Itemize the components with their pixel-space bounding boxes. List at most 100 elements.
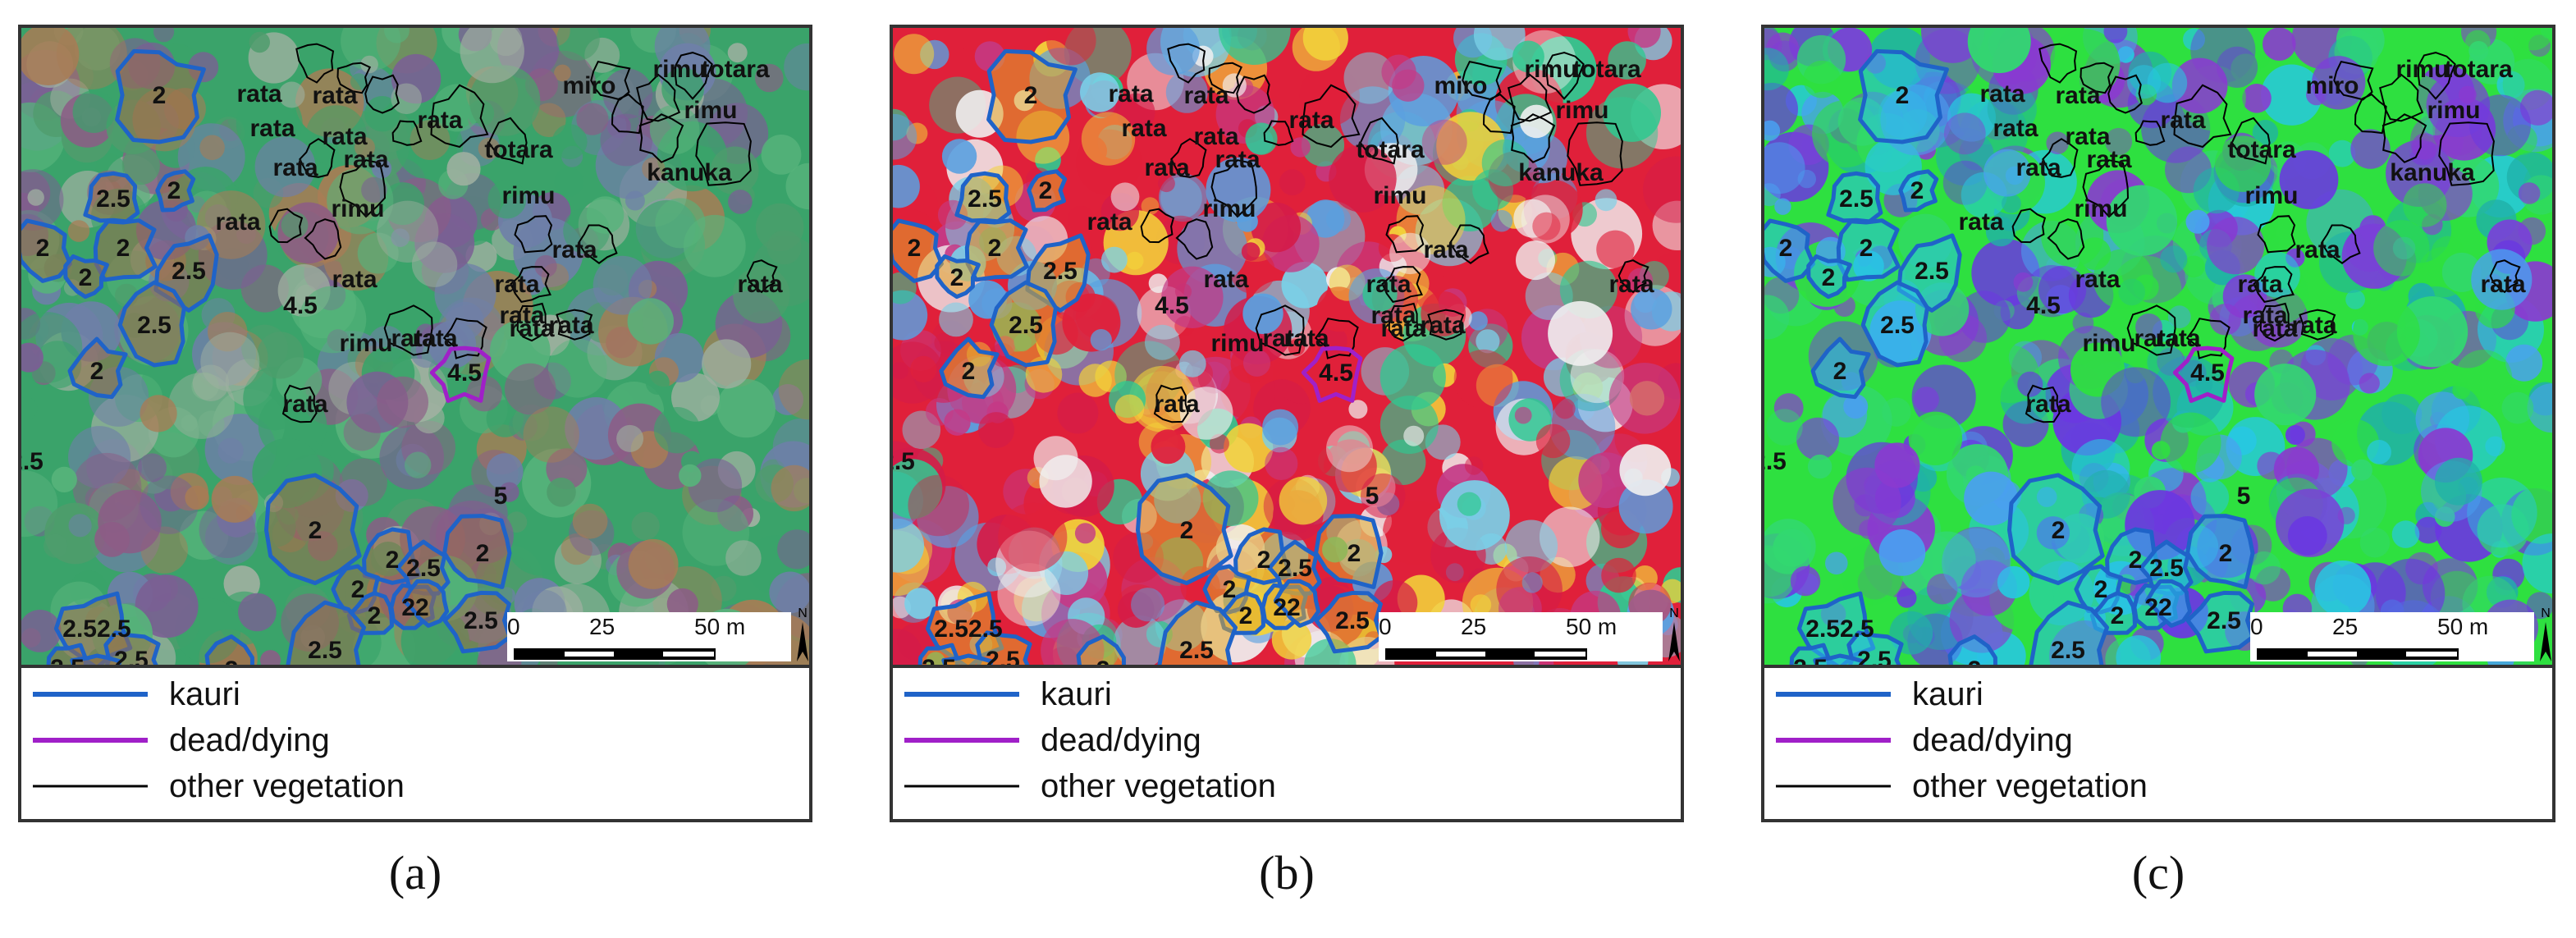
kauri-label: 2.5 — [1839, 185, 1874, 213]
other-vegetation-crown — [336, 62, 372, 94]
legend: kauri dead/dying other vegetation — [21, 668, 809, 819]
other-vegetation-crown — [339, 159, 387, 218]
kauri-label: 2 — [1896, 82, 1910, 109]
other-vegetation-label: rata — [551, 236, 597, 263]
legend-swatch-dead — [33, 738, 148, 743]
other-vegetation-crown — [304, 218, 342, 260]
scale-bar: 0 25 50 m — [1379, 612, 1663, 661]
caption-b: (b) — [1259, 846, 1315, 899]
kauri-crown — [1273, 579, 1321, 628]
kauri-crowns — [21, 48, 512, 665]
kauri-label: 2.5 — [968, 185, 1002, 213]
kauri-crown — [2029, 600, 2109, 665]
other-vegetation-crowns — [1140, 43, 1649, 423]
other-vegetation-crown — [1545, 52, 1585, 100]
legend-label-other: other vegetation — [1912, 767, 2148, 804]
other-vegetation-crown — [2047, 218, 2085, 260]
other-vegetation-crown — [611, 93, 644, 135]
kauri-label: 2 — [167, 177, 181, 204]
other-vegetation-label: kanuka — [1518, 159, 1604, 186]
map-image: rata rata rata rata rata rata rata rata rata rata… — [21, 28, 809, 668]
other-vegetation-label: rata — [417, 107, 462, 134]
kauri-crown — [989, 280, 1058, 368]
other-vegetation-crown — [1482, 93, 1516, 135]
kauri-label: 2 — [950, 264, 964, 291]
other-vegetation-label: rata — [272, 154, 318, 181]
other-vegetation-crown — [1462, 60, 1503, 101]
other-vegetation-crown — [2438, 121, 2495, 186]
kauri-label: 2.5 — [2149, 555, 2184, 582]
kauri-crown — [442, 590, 512, 654]
scale-bar-graphic — [2257, 648, 2459, 660]
kauri-label: 2 — [2129, 547, 2143, 574]
other-vegetation-crown — [1427, 309, 1465, 341]
other-vegetation-crown — [2253, 266, 2295, 304]
other-vegetation-label: rata — [1958, 208, 2003, 236]
legend-item-kauri: kauri — [904, 671, 1112, 717]
dead-dying-crown — [2172, 345, 2235, 403]
other-vegetation-label: rimu — [1373, 182, 1426, 209]
kauri-label: 2 — [1223, 576, 1237, 603]
kauri-label: 2.5 — [1335, 607, 1370, 634]
kauri-label: 2 — [476, 540, 490, 567]
other-vegetation-crown — [2042, 138, 2079, 178]
other-vegetation-label: totara — [1356, 136, 1425, 163]
other-vegetation-crown — [2173, 84, 2232, 149]
other-vegetation-label: rata — [1370, 302, 1416, 329]
legend-label-dead: dead/dying — [169, 721, 330, 758]
dead-dying-label: 5 — [1366, 483, 1380, 510]
other-vegetation-crown — [281, 384, 318, 423]
other-vegetation-label: rata — [548, 312, 593, 339]
kauri-label: 2 — [368, 602, 382, 629]
other-vegetation-label: rata — [1420, 312, 1465, 339]
dead-dying-crown — [429, 345, 492, 403]
kauri-crown — [63, 254, 109, 300]
legend-item-other: other vegetation — [1776, 763, 2148, 809]
kauri-label: 2 — [1239, 602, 1253, 629]
other-vegetation-crown — [2417, 52, 2456, 100]
other-vegetation-label: rata — [737, 271, 782, 298]
other-vegetation-label: rimu — [331, 195, 384, 222]
kauri-crown — [1764, 218, 1815, 283]
north-arrow-icon: N — [1668, 604, 1681, 663]
other-vegetation-crown — [1385, 215, 1425, 254]
other-vegetation-label: rata — [1203, 266, 1248, 293]
scale-label-zero: 0 — [2250, 614, 2263, 639]
other-vegetation-label: rata — [1993, 115, 2038, 142]
legend: kauri dead/dying other vegetation — [893, 668, 1681, 819]
kauri-label: 2 — [1257, 547, 1271, 574]
other-vegetation-label: rata — [215, 208, 260, 236]
other-vegetation-crown — [1167, 43, 1206, 84]
other-vegetation-label: rimu — [2074, 195, 2127, 222]
other-vegetation-label: rimu — [2082, 330, 2135, 357]
kauri-crown — [70, 653, 122, 665]
other-vegetation-label: rata — [2480, 271, 2525, 298]
other-vegetation-label: totara — [484, 136, 553, 163]
kauri-label: 2 — [1024, 82, 1038, 109]
other-vegetation-crown — [383, 304, 433, 356]
other-vegetation-label: rata — [282, 391, 327, 418]
other-vegetation-crown — [514, 215, 553, 254]
other-vegetation-crown — [2126, 304, 2176, 356]
other-vegetation-crown — [674, 52, 713, 100]
dead-dying-label: 4.5 — [2026, 292, 2061, 319]
dead-dying-crown — [1301, 345, 1363, 403]
kauri-label: 2 — [36, 235, 50, 262]
other-vegetation-label: rata — [2075, 266, 2120, 293]
kauri-crown — [1947, 634, 1997, 665]
dead-dying-crowns — [2172, 345, 2235, 403]
other-vegetation-label: rata — [2291, 312, 2336, 339]
other-vegetation-label: rata — [1262, 325, 1307, 352]
other-vegetation-crown — [590, 60, 631, 101]
legend-item-kauri: kauri — [1776, 671, 1983, 717]
kauri-crowns — [1764, 48, 2255, 665]
kauri-crown — [115, 48, 206, 144]
other-vegetation-label: miro — [2305, 72, 2359, 99]
kauri-label: 2 — [90, 661, 104, 665]
other-vegetation-label: miro — [562, 72, 615, 99]
other-vegetation-label: rata — [1108, 80, 1153, 108]
other-vegetation-label: rata — [2016, 154, 2061, 181]
kauri-label: 2.52.5 — [934, 615, 1002, 643]
legend-swatch-other — [33, 785, 148, 788]
